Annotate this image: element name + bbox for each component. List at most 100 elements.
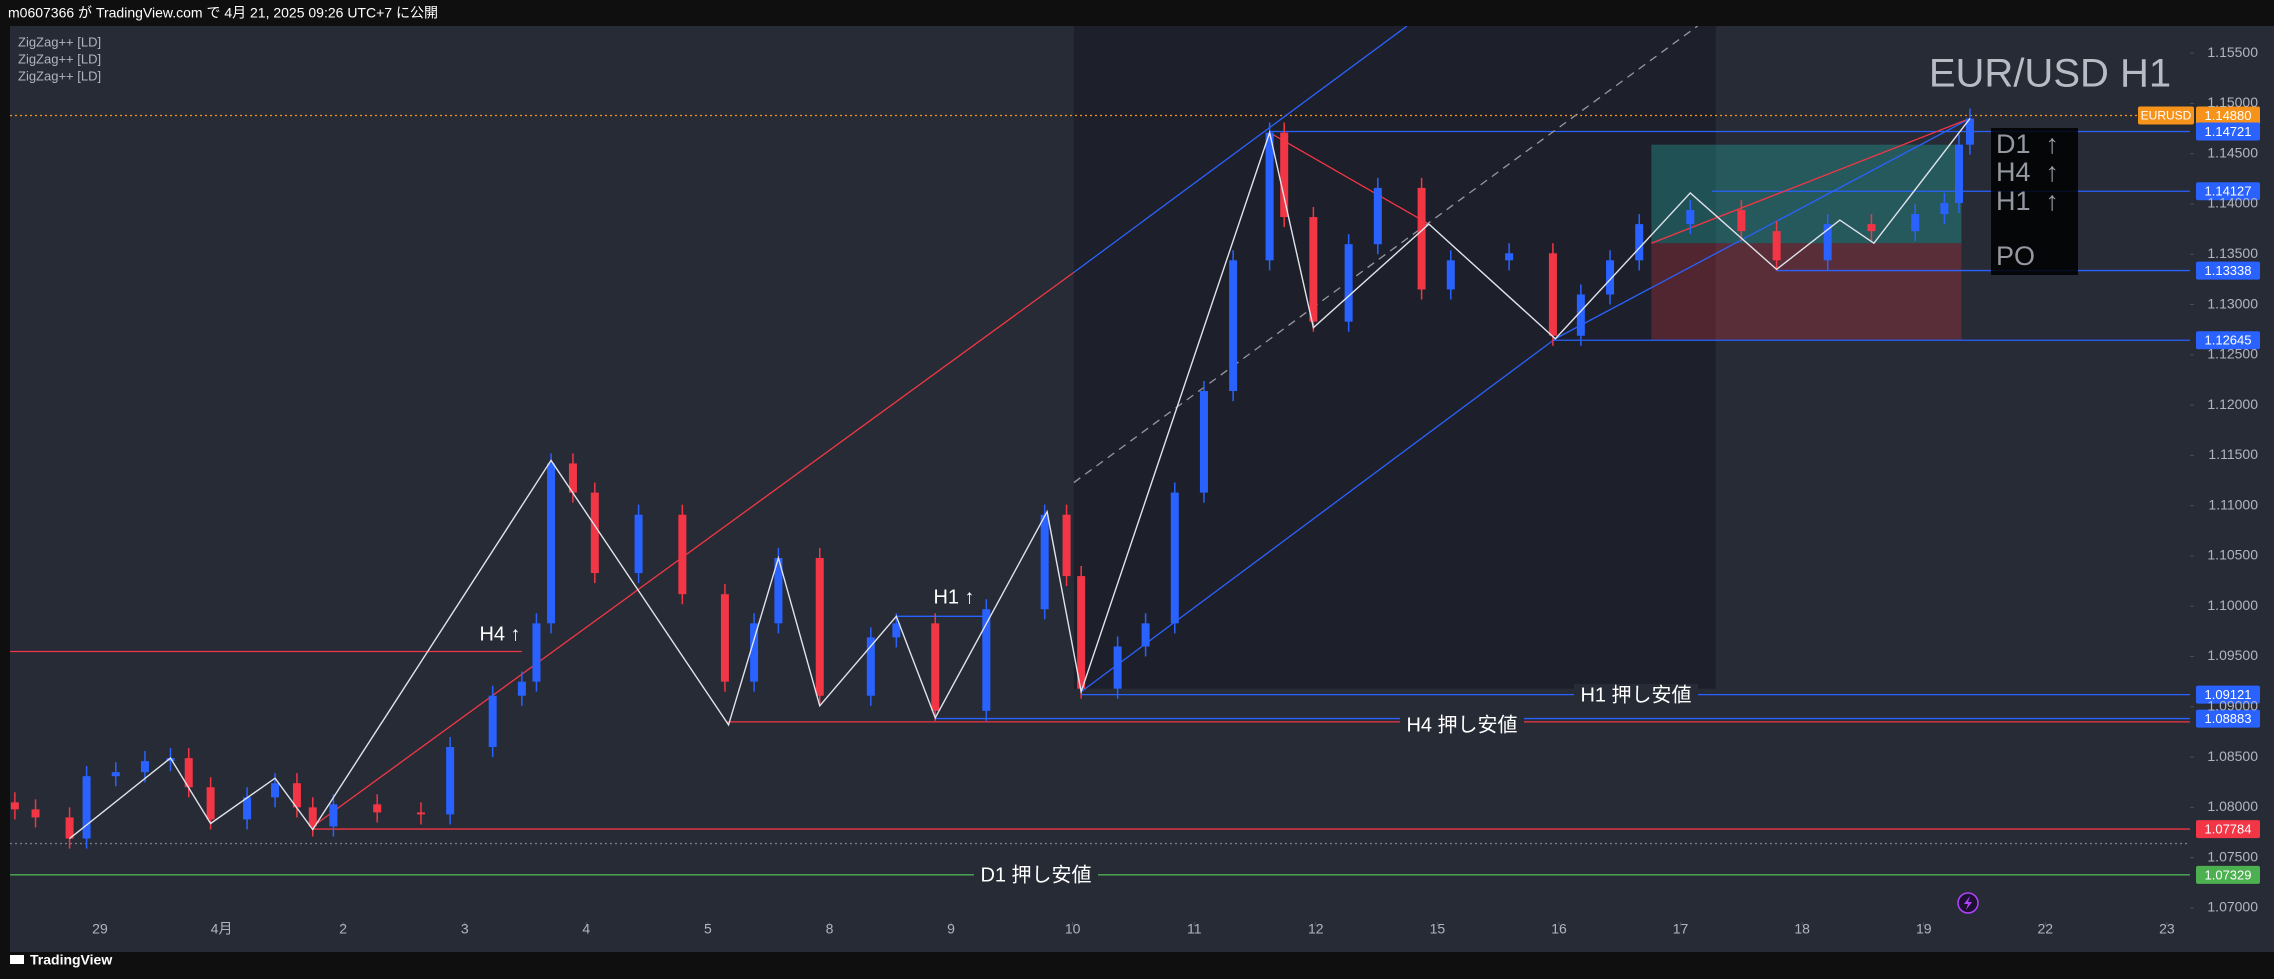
trend-line [1073,26,1408,273]
price-label: 1.14880 [2205,108,2252,123]
candle-body [774,557,783,624]
candle-body [1199,391,1208,493]
price-label-bg [2196,820,2260,839]
x-tick-label: 11 [1187,921,1202,937]
candle-body [292,783,301,808]
x-tick-label: 18 [1794,921,1810,937]
price-label: 1.14127 [2205,184,2252,199]
candle-body [866,637,875,696]
price-axis [2190,26,2274,922]
annotation: D1 押し安値 [980,863,1091,886]
x-tick-label: 3 [461,921,469,937]
trend-line [1080,338,1556,693]
candle-body [1344,244,1353,322]
time-axis [10,922,2274,952]
candle-body [243,797,252,820]
price-label-bg [2196,182,2260,201]
trend-box-line: H1 ↑ [1996,186,2059,216]
candle-body [1505,253,1514,261]
zone-box [1073,26,1716,689]
y-tick-label: 1.08000 [2207,798,2258,814]
x-tick-label: 9 [947,921,955,937]
candle-body [1062,514,1071,577]
candle-body [206,787,215,820]
chart-title: EUR/USD H1 [1929,52,2171,96]
candle-body [111,772,120,777]
x-tick-label: 22 [2038,921,2054,937]
header-text: m0607366 が TradingView.com で 4月 21, 2025… [8,5,438,21]
price-label: 1.09121 [2205,687,2252,702]
y-tick-label: 1.10000 [2207,597,2258,613]
candle-body [892,623,901,638]
price-label-bg [2196,709,2260,728]
candle-body [1940,202,1949,215]
zigzag-line [69,118,1971,840]
indicator-label: ZigZag++ [LD] [18,68,101,83]
candle-body [31,809,40,818]
y-tick-label: 1.11500 [2208,446,2258,462]
candle-body [1737,210,1746,232]
candle-body [1170,492,1179,624]
y-tick-label: 1.12500 [2207,346,2258,362]
x-tick-label: 5 [704,921,712,937]
candle-body [815,557,824,696]
x-tick-label: 8 [826,921,834,937]
price-label-bg [2196,331,2260,350]
zone-box [1651,144,1962,244]
annotation: H1 ↑ [933,586,974,608]
y-tick-label: 1.08500 [2207,748,2258,764]
annotation-bg [974,864,1098,888]
candle-body [329,804,338,827]
y-tick-label: 1.15000 [2207,94,2258,110]
annotation: H4 押し安値 [1406,713,1517,736]
y-tick-label: 1.09000 [2207,698,2258,714]
candle-body [1229,260,1238,392]
candle-body [271,783,280,798]
candle-body [532,623,541,682]
candle-body [1772,231,1781,261]
trend-box-bg [1991,128,2078,275]
candle-body [982,609,991,711]
candle-body [1113,646,1122,689]
candle-body [1823,224,1832,261]
trend-line [1269,132,1430,225]
candle-body [140,761,149,773]
price-label-bg [2196,122,2260,141]
candle-body [1280,132,1289,218]
price-label: 1.12645 [2205,333,2252,348]
x-tick-label: 2 [339,921,347,937]
y-tick-label: 1.13500 [2207,245,2258,261]
trend-line [312,271,1075,827]
price-label-bg [2196,261,2260,280]
y-tick-label: 1.15500 [2207,44,2258,60]
candle-body [1373,187,1382,245]
footer-brand: TradingView [30,952,112,968]
y-tick-label: 1.07000 [2207,899,2258,915]
candle-body [547,463,556,624]
plot-layer [10,26,2190,876]
symbol-label: EURUSD [2141,109,2192,123]
candle-body [1954,144,1963,203]
annotation-bg [1574,684,1698,708]
x-tick-label: 4 [582,921,590,937]
y-tick-label: 1.09500 [2207,647,2258,663]
price-label: 1.08883 [2205,711,2252,726]
price-label: 1.07784 [2205,822,2252,837]
trend-box-line: PO [1996,241,2035,271]
price-label: 1.07329 [2205,867,2252,882]
candle-body [166,758,175,762]
candle-body [931,623,940,711]
x-tick-label: 23 [2159,921,2175,937]
candle-body [373,804,382,813]
x-tick-label: 19 [1916,921,1932,937]
x-tick-label: 4月 [211,921,233,937]
candle-body [1077,576,1086,689]
candle-body [678,514,687,595]
trend-line [1555,117,1971,340]
y-tick-label: 1.13000 [2207,295,2258,311]
plot-area [10,26,2190,922]
x-tick-label: 29 [92,921,108,937]
candle-body [416,812,425,815]
candle-body [590,492,599,574]
